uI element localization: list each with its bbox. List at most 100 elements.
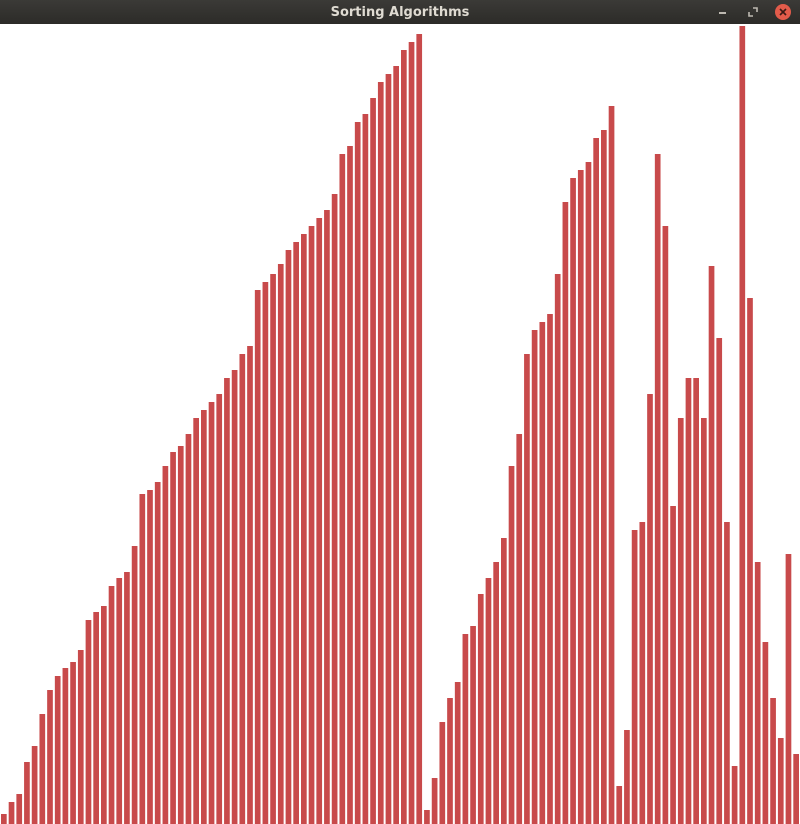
bar — [308, 226, 315, 824]
bar — [762, 642, 769, 824]
bar — [93, 612, 99, 824]
bar — [616, 786, 623, 824]
bar — [685, 378, 692, 824]
bar — [231, 370, 238, 824]
bar — [324, 210, 330, 824]
bar — [662, 226, 669, 824]
bar — [108, 586, 115, 824]
bar — [631, 530, 638, 824]
close-icon[interactable] — [775, 4, 791, 20]
bar — [585, 162, 592, 824]
bar — [770, 698, 776, 824]
bar — [39, 714, 46, 824]
bar — [339, 154, 346, 824]
bar — [277, 264, 284, 824]
bar — [593, 138, 599, 824]
bar — [393, 66, 399, 824]
bar — [716, 338, 723, 824]
bar — [316, 218, 323, 824]
bar — [162, 466, 169, 824]
bar — [16, 794, 23, 824]
bar — [739, 26, 746, 824]
bar — [562, 202, 569, 824]
bar-chart — [1, 26, 799, 824]
bar — [447, 698, 453, 824]
bar — [270, 274, 276, 824]
bar — [731, 766, 738, 824]
bar — [501, 538, 507, 824]
bar — [185, 434, 192, 824]
bar — [701, 418, 707, 824]
minimize-icon[interactable] — [715, 4, 731, 20]
bar — [647, 394, 653, 824]
bar — [224, 378, 230, 824]
bar — [331, 194, 338, 824]
bar — [524, 354, 530, 824]
bar — [724, 522, 730, 824]
bar — [70, 662, 76, 824]
bar — [485, 578, 492, 824]
bar — [708, 266, 715, 824]
bar — [208, 402, 215, 824]
bar — [385, 74, 392, 824]
bar — [370, 98, 376, 824]
bar — [531, 330, 538, 824]
bar — [454, 682, 461, 824]
bar — [654, 154, 661, 824]
bar — [262, 282, 269, 824]
bar — [608, 106, 615, 824]
bar — [201, 410, 207, 824]
bar — [639, 522, 646, 824]
sorting-canvas — [0, 24, 800, 824]
bar — [470, 626, 476, 824]
bar — [124, 572, 130, 824]
bar — [670, 506, 676, 824]
bar — [77, 650, 84, 824]
bar — [416, 34, 423, 824]
bar — [362, 114, 369, 824]
bar — [8, 802, 15, 824]
bar — [439, 722, 446, 824]
bar — [147, 490, 153, 824]
bar — [193, 418, 199, 824]
maximize-icon[interactable] — [745, 4, 761, 20]
bar — [785, 554, 792, 824]
bar — [570, 178, 576, 824]
bar — [693, 378, 699, 824]
bar — [777, 738, 784, 824]
bar — [431, 778, 438, 824]
bar — [424, 810, 430, 824]
title-bar[interactable]: Sorting Algorithms — [0, 0, 800, 24]
bar — [116, 578, 123, 824]
bar — [24, 762, 30, 824]
bar — [624, 730, 630, 824]
bar — [347, 146, 353, 824]
bar — [154, 482, 161, 824]
bar — [247, 346, 253, 824]
bar — [554, 274, 561, 824]
bar — [747, 298, 753, 824]
bar — [354, 122, 361, 824]
bar — [293, 242, 299, 824]
bar — [285, 250, 292, 824]
bar — [1, 814, 7, 824]
bar — [539, 322, 546, 824]
bar — [131, 546, 138, 824]
bar — [47, 690, 53, 824]
bar — [408, 42, 415, 824]
bar — [677, 418, 684, 824]
bar — [477, 594, 484, 824]
bar — [239, 354, 246, 824]
bar — [577, 170, 584, 824]
bar — [85, 620, 92, 824]
bar — [101, 606, 107, 824]
bar — [493, 562, 499, 824]
bar — [401, 50, 407, 824]
bar — [254, 290, 261, 824]
bar — [139, 494, 146, 824]
bar — [547, 314, 553, 824]
bar — [377, 82, 384, 824]
bar — [301, 234, 307, 824]
window-title: Sorting Algorithms — [330, 5, 470, 20]
